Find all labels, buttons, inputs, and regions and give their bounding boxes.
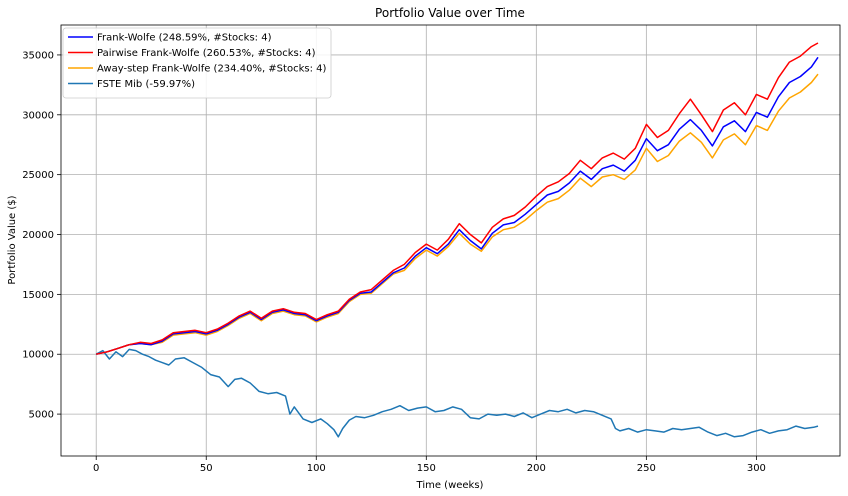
series-line-3 <box>95 348 819 438</box>
x-axis-ticks: 0 50 100 150 200 250 300 <box>93 456 766 474</box>
x-tick-label: 150 <box>417 463 436 474</box>
y-axis-label: Portfolio Value ($) <box>7 195 18 284</box>
legend-entry: Pairwise Frank-Wolfe (260.53%, #Stocks: … <box>97 48 316 59</box>
x-tick-label: 250 <box>637 463 656 474</box>
y-tick-label: 20000 <box>22 230 54 241</box>
x-tick-label: 200 <box>527 463 546 474</box>
series-line-1 <box>96 42 819 355</box>
chart-title: Portfolio Value over Time <box>375 6 525 20</box>
legend: Frank-Wolfe (248.59%, #Stocks: 4) Pairwis… <box>62 27 332 99</box>
series-line-0 <box>96 56 819 355</box>
y-tick-label: 30000 <box>22 110 54 121</box>
legend-entry: FSTE Mib (-59.97%) <box>97 79 195 90</box>
legend-entry: Frank-Wolfe (248.59%, #Stocks: 4) <box>97 33 272 44</box>
series-lines <box>95 42 819 438</box>
y-tick-label: 25000 <box>22 170 54 181</box>
y-tick-label: 35000 <box>22 50 54 61</box>
x-axis-label: Time (weeks) <box>416 480 484 491</box>
series-line-2 <box>96 73 819 355</box>
y-tick-label: 15000 <box>22 290 54 301</box>
y-axis-ticks: 5000 10000 15000 20000 25000 30000 35000 <box>22 50 61 421</box>
x-tick-label: 0 <box>93 463 99 474</box>
x-tick-label: 300 <box>747 463 766 474</box>
y-tick-label: 10000 <box>22 350 54 361</box>
grid <box>61 25 840 456</box>
legend-box <box>62 27 332 99</box>
x-tick-label: 100 <box>307 463 326 474</box>
legend-entry: Away-step Frank-Wolfe (234.40%, #Stocks:… <box>97 64 326 75</box>
y-tick-label: 5000 <box>29 410 54 421</box>
x-tick-label: 50 <box>200 463 213 474</box>
plot-frame <box>60 24 841 457</box>
